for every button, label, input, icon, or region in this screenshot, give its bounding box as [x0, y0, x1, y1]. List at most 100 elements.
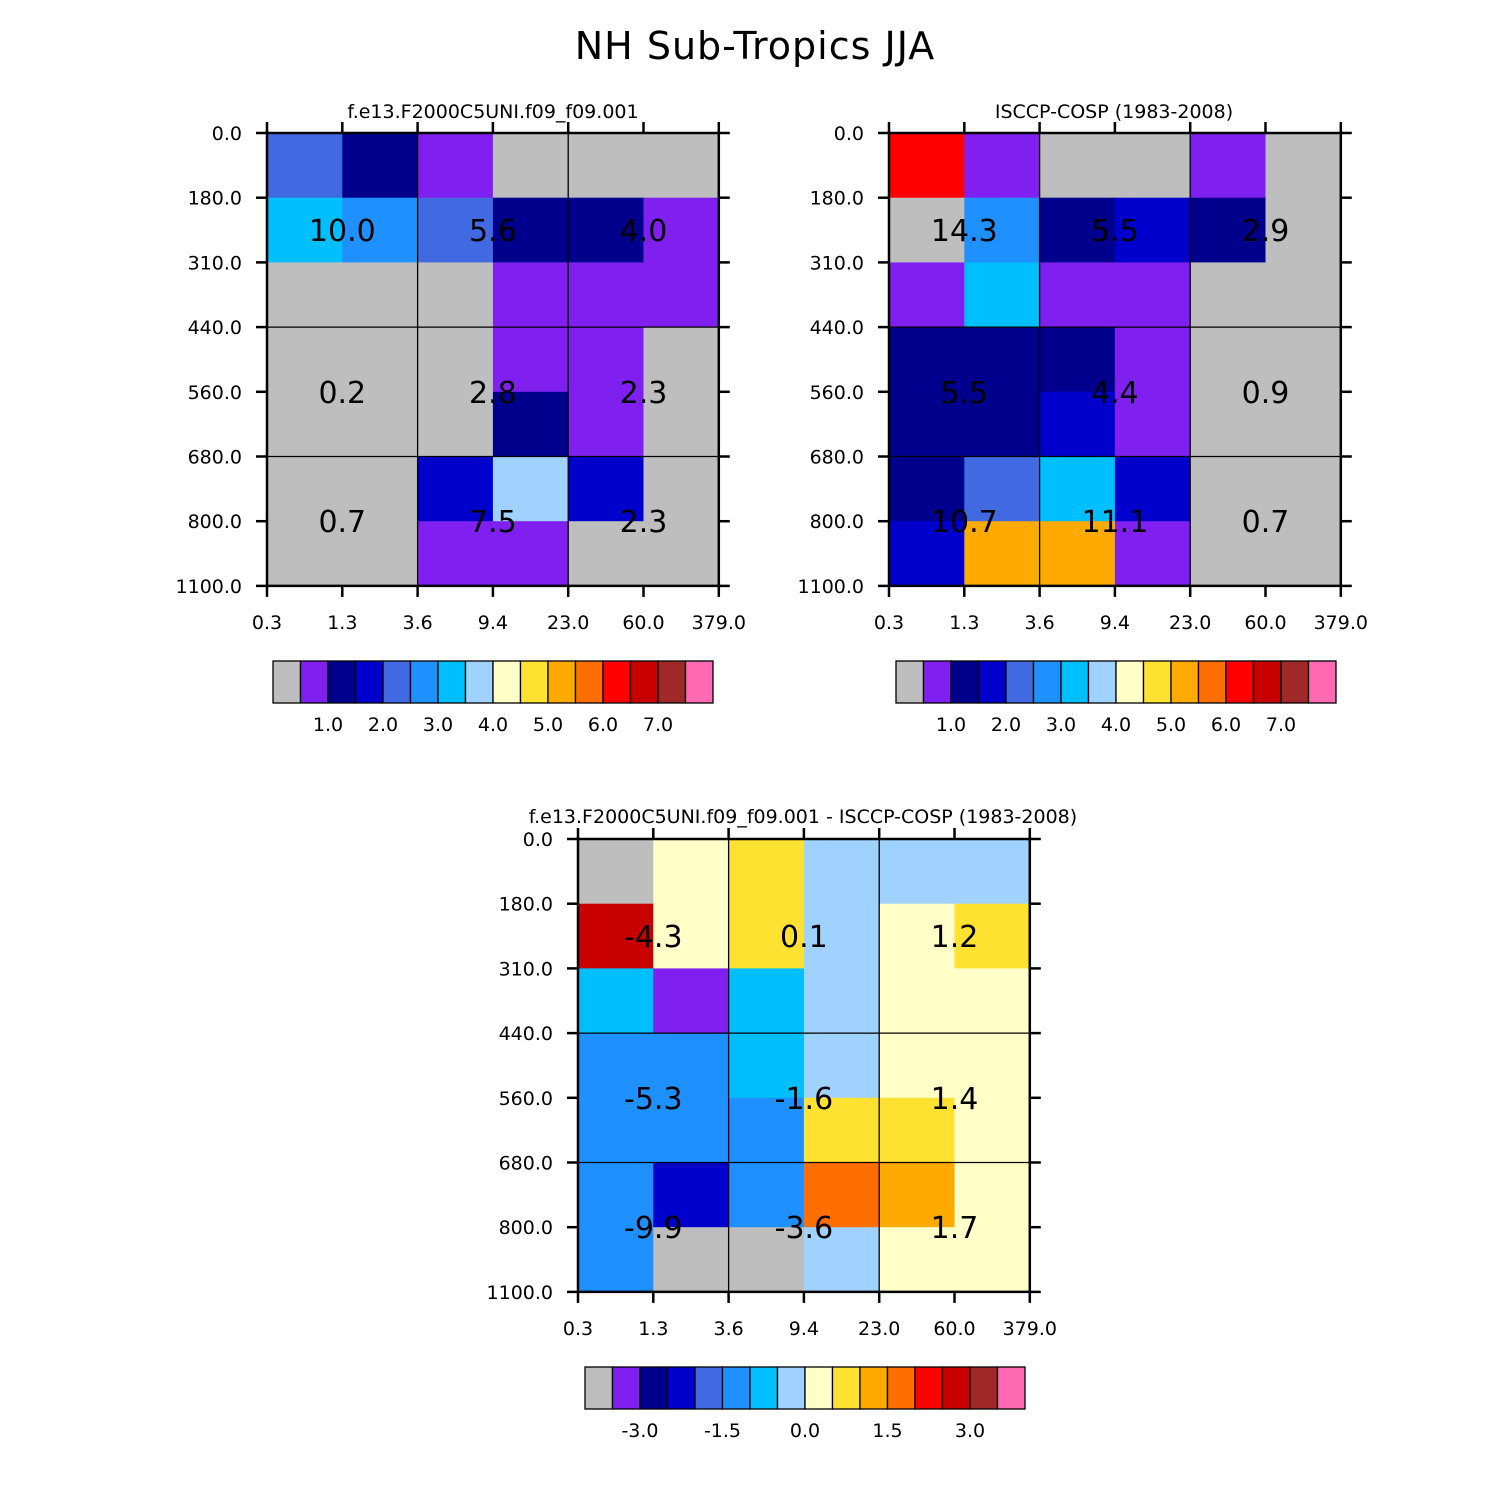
box-value-label: 11.1	[1082, 505, 1149, 540]
heatmap-cell	[954, 1033, 1031, 1099]
box-value-label: 0.9	[1242, 376, 1290, 411]
colorbar-swatch	[859, 1366, 889, 1410]
heatmap-cell	[1190, 197, 1267, 263]
heatmap-cell	[803, 1227, 880, 1293]
colorbar-label: 2.0	[991, 714, 1021, 736]
x-tick-label: 23.0	[1169, 612, 1211, 634]
heatmap-cell	[728, 1033, 805, 1099]
x-tick-label: 3.6	[402, 612, 432, 634]
colorbar-label: -3.0	[621, 1420, 658, 1442]
colorbar-swatch	[602, 660, 632, 704]
colorbar-label: 3.0	[1046, 714, 1076, 736]
x-tick-label: 1.3	[327, 612, 357, 634]
y-tick-label: 800.0	[810, 511, 864, 533]
heatmap-cell	[964, 327, 1041, 393]
y-tick-label: 180.0	[188, 188, 242, 210]
box-value-label: 2.3	[620, 505, 668, 540]
heatmap-cell	[1039, 262, 1116, 328]
colorbar-label: 1.0	[313, 714, 343, 736]
y-tick-label: 440.0	[499, 1023, 553, 1045]
heatmap-cell	[889, 456, 965, 522]
heatmap-cell	[954, 968, 1031, 1034]
y-tick-label: 440.0	[188, 317, 242, 339]
heatmap-cell	[954, 1162, 1031, 1228]
colorbar-swatch	[666, 1366, 696, 1410]
heatmap-cell	[267, 327, 343, 393]
colorbar-swatch	[629, 660, 659, 704]
y-tick-label: 0.0	[834, 123, 864, 145]
heatmap-cell	[1114, 133, 1191, 199]
colorbar-swatch	[694, 1366, 724, 1410]
colorbar-swatch	[914, 1366, 944, 1410]
heatmap-cell	[889, 327, 965, 393]
heatmap-cell	[417, 327, 494, 393]
heatmap-cell	[492, 262, 569, 328]
colorbar-swatch	[895, 660, 925, 704]
panel-title: ISCCP-COSP (1983-2008)	[995, 101, 1233, 123]
colorbar-label: 5.0	[1156, 714, 1186, 736]
heatmap-cell	[653, 1227, 730, 1293]
colorbar-label: 1.0	[936, 714, 966, 736]
box-value-label: -1.6	[775, 1082, 834, 1117]
heatmap-cell	[1039, 391, 1116, 458]
colorbar-swatch	[327, 660, 357, 704]
heatmap-cell	[342, 133, 419, 199]
heatmap-cell	[653, 1162, 730, 1228]
heatmap-cell	[653, 968, 730, 1034]
heatmap-cell	[492, 327, 569, 393]
colorbar-swatch	[519, 660, 549, 704]
colorbar-label: -1.5	[704, 1420, 741, 1442]
x-tick-label: 0.3	[874, 612, 904, 634]
colorbar-swatch	[547, 660, 577, 704]
heatmap-cell	[954, 839, 1031, 905]
colorbar-label: 6.0	[588, 714, 618, 736]
heatmap-cell	[342, 456, 419, 522]
y-tick-label: 1100.0	[487, 1282, 553, 1304]
box-value-label: 7.5	[469, 505, 517, 540]
heatmap-cell	[342, 262, 419, 328]
heatmap-cell	[1114, 327, 1191, 393]
heatmap-cell	[728, 903, 805, 969]
heatmap-cell	[568, 327, 645, 393]
heatmap-cell	[643, 327, 720, 393]
heatmap-cell	[578, 1097, 654, 1164]
x-tick-label: 60.0	[1244, 612, 1286, 634]
heatmap-cell	[1265, 197, 1342, 263]
y-tick-label: 560.0	[188, 382, 242, 404]
heatmap-cell	[803, 839, 880, 905]
heatmap-cell	[1265, 521, 1342, 587]
box-value-label: 0.7	[318, 505, 366, 540]
heatmap-cell	[267, 197, 343, 263]
heatmap-cell	[889, 262, 965, 328]
heatmap-cell	[728, 1097, 805, 1164]
heatmap-cell	[879, 1162, 956, 1228]
heatmap-cell	[1190, 133, 1267, 199]
heatmap-cell	[653, 1033, 730, 1099]
heatmap-cell	[578, 1227, 654, 1293]
heatmap-cell	[1039, 456, 1116, 522]
colorbar-swatch	[657, 660, 687, 704]
heatmap-cell	[889, 521, 965, 587]
heatmap-cell	[568, 133, 645, 199]
box-value-label: -3.6	[775, 1211, 834, 1246]
heatmap-cell	[964, 197, 1041, 263]
heatmap-cell	[803, 1097, 880, 1164]
panel-model: f.e13.F2000C5UNI.f09_f09.001 0.0 180.0 310.…	[176, 101, 746, 736]
colorbar-swatch	[492, 660, 522, 704]
box-value-label: 2.9	[1242, 214, 1290, 249]
heatmap-cell	[1265, 456, 1342, 522]
heatmap-cell	[954, 1097, 1031, 1164]
colorbar-swatch	[1115, 660, 1145, 704]
box-value-label: 2.3	[620, 376, 668, 411]
heatmap-cell	[1190, 521, 1267, 587]
box-value-label: 5.5	[940, 376, 988, 411]
y-tick-label: 800.0	[188, 511, 242, 533]
colorbar-swatch	[437, 660, 467, 704]
heatmap-cell	[267, 521, 343, 587]
heatmap-cell	[417, 391, 494, 458]
colorbar-label: 2.0	[368, 714, 398, 736]
heatmap-cell	[653, 1097, 730, 1164]
figure-title: NH Sub-Tropics JJA	[574, 24, 936, 68]
heatmap-cell	[879, 903, 956, 969]
box-value-label: -4.3	[624, 920, 683, 955]
